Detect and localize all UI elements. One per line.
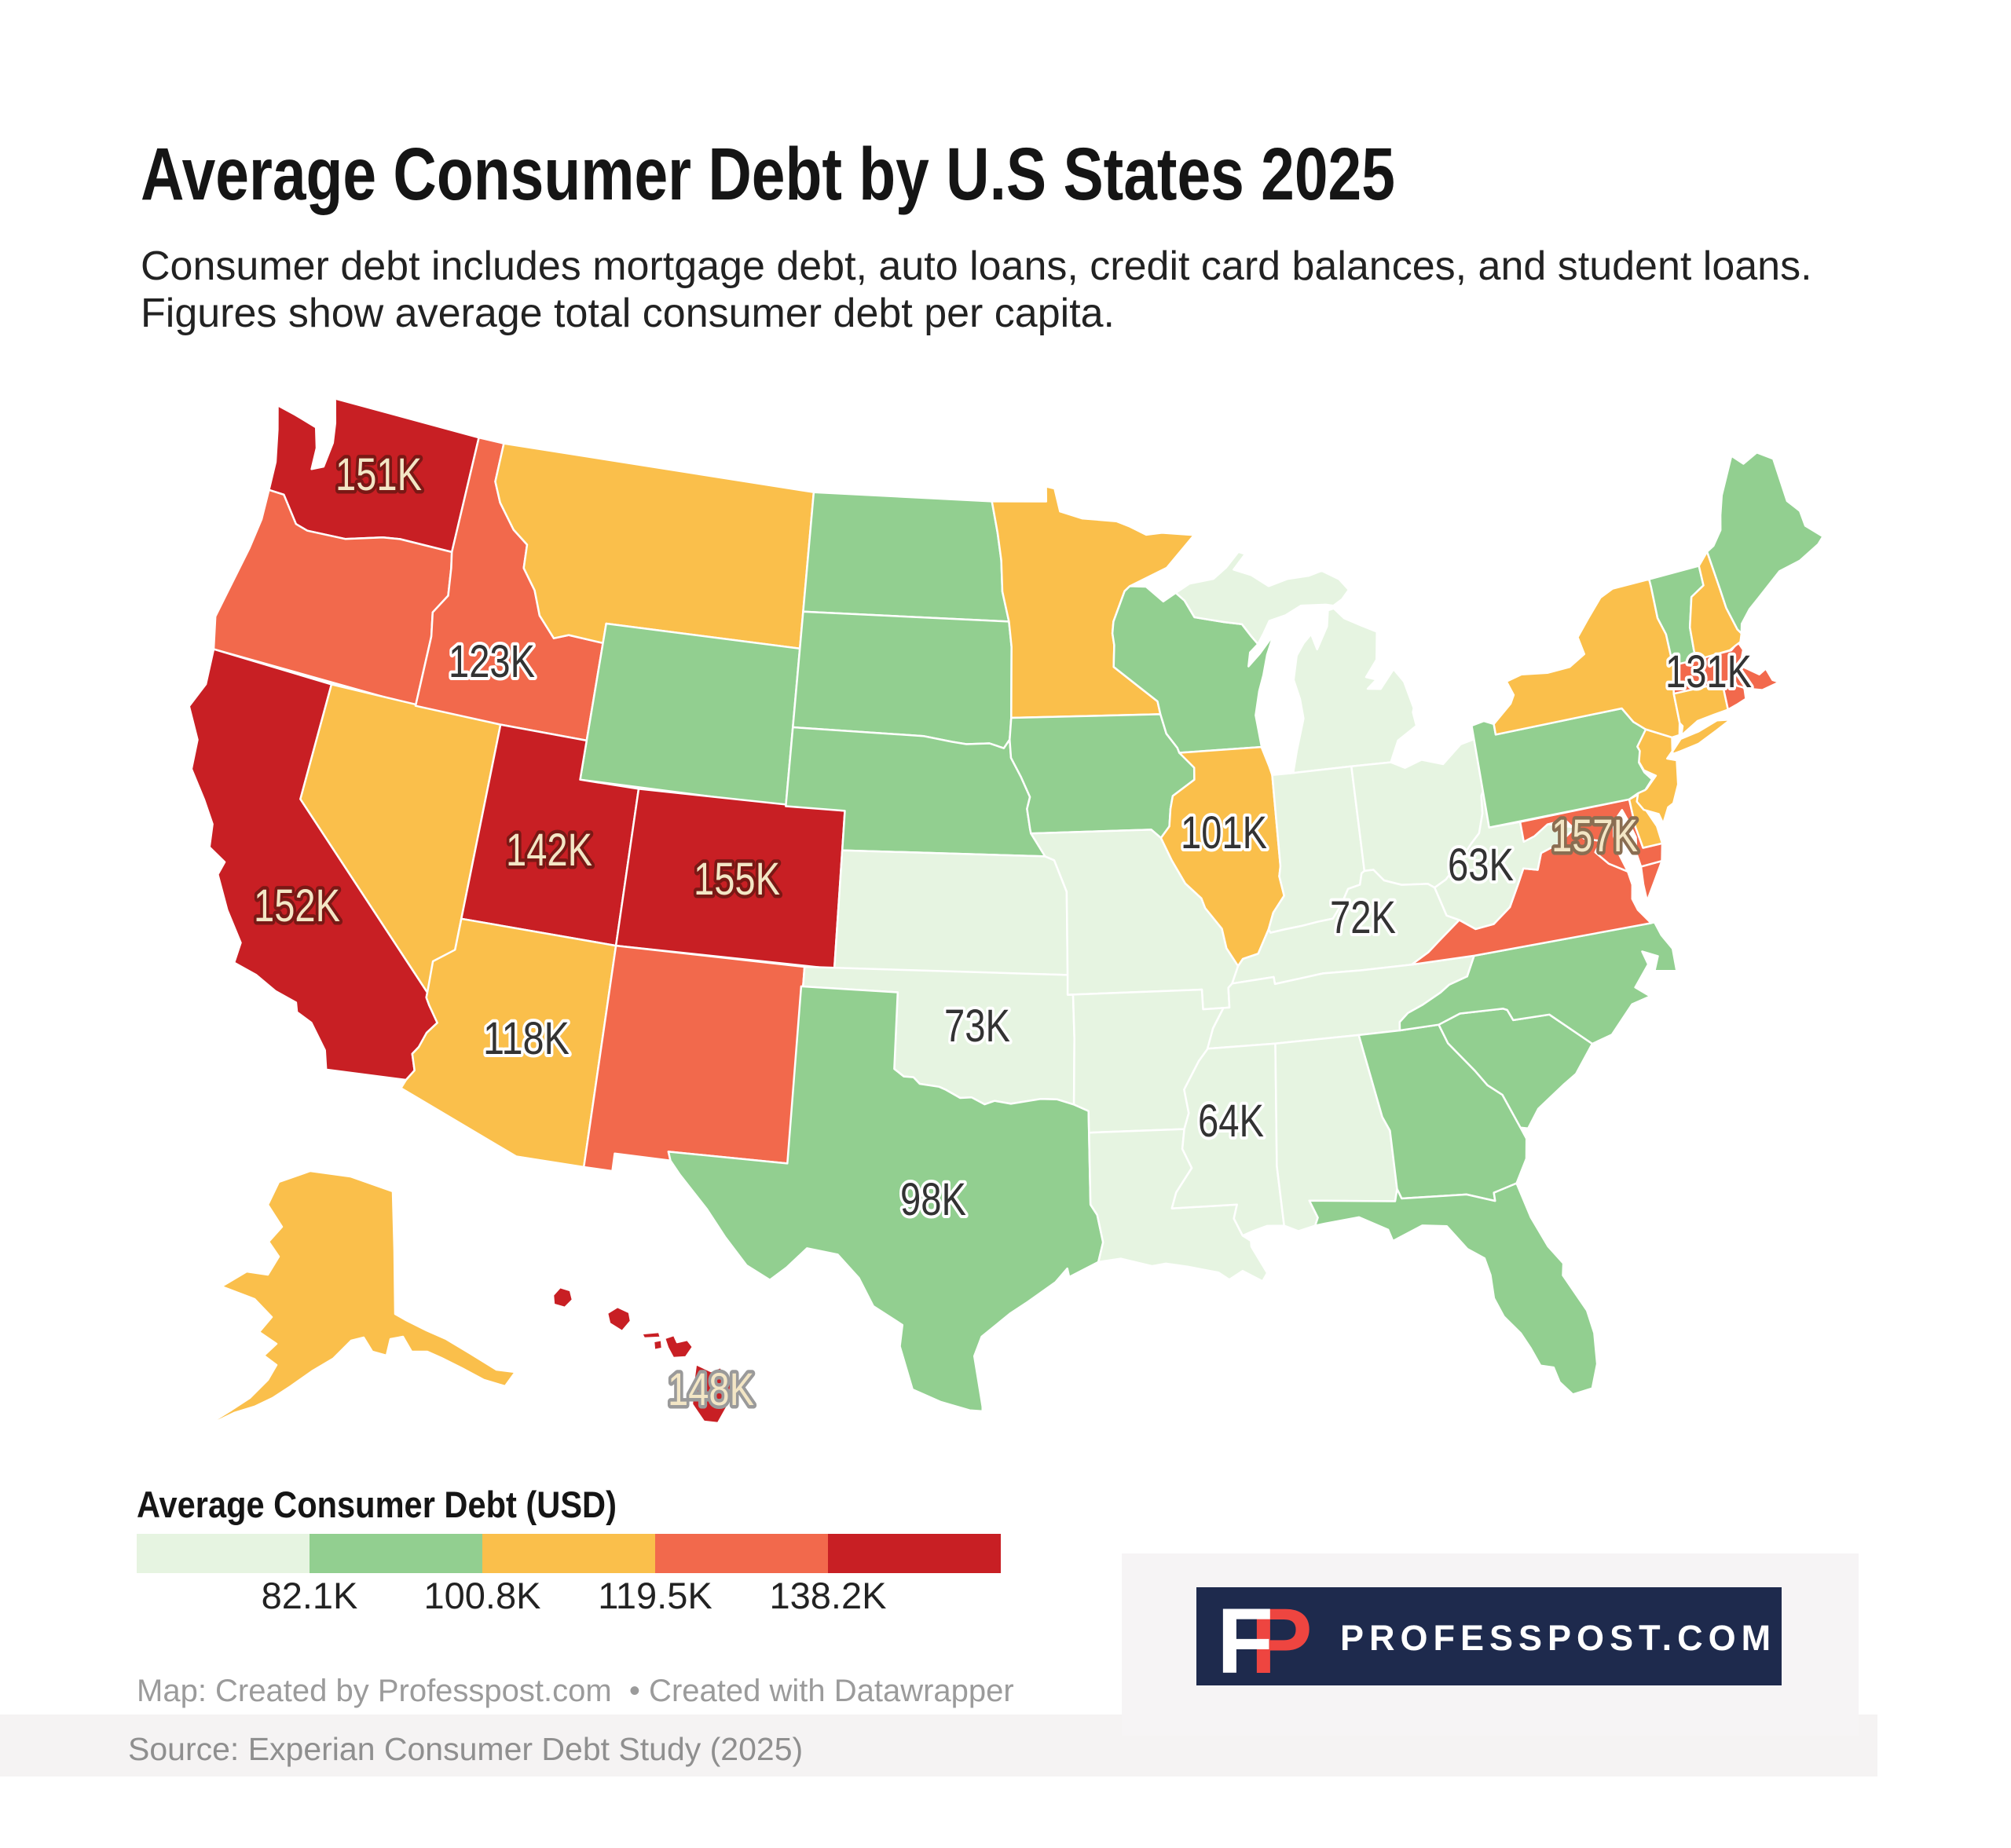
svg-text:142K: 142K — [506, 825, 592, 876]
svg-text:64K: 64K — [1198, 1096, 1264, 1147]
svg-text:72K: 72K — [1330, 892, 1396, 943]
svg-text:148K: 148K — [668, 1364, 754, 1415]
svg-text:155K: 155K — [694, 854, 780, 905]
svg-text:155K: 155K — [694, 854, 780, 905]
svg-text:63K: 63K — [1448, 840, 1514, 891]
svg-text:142K: 142K — [506, 825, 592, 876]
svg-text:157K: 157K — [1551, 811, 1638, 862]
svg-text:152K: 152K — [254, 880, 340, 931]
svg-text:73K: 73K — [944, 1001, 1010, 1052]
svg-text:98K: 98K — [900, 1174, 966, 1225]
svg-text:148K: 148K — [668, 1364, 754, 1415]
svg-text:123K: 123K — [449, 636, 535, 687]
svg-text:157K: 157K — [1551, 811, 1638, 862]
svg-text:151K: 151K — [335, 449, 422, 500]
svg-text:101K: 101K — [1181, 807, 1267, 858]
svg-text:131K: 131K — [1665, 646, 1752, 697]
svg-text:151K: 151K — [335, 449, 422, 500]
svg-text:118K: 118K — [483, 1013, 570, 1064]
svg-text:152K: 152K — [254, 880, 340, 931]
